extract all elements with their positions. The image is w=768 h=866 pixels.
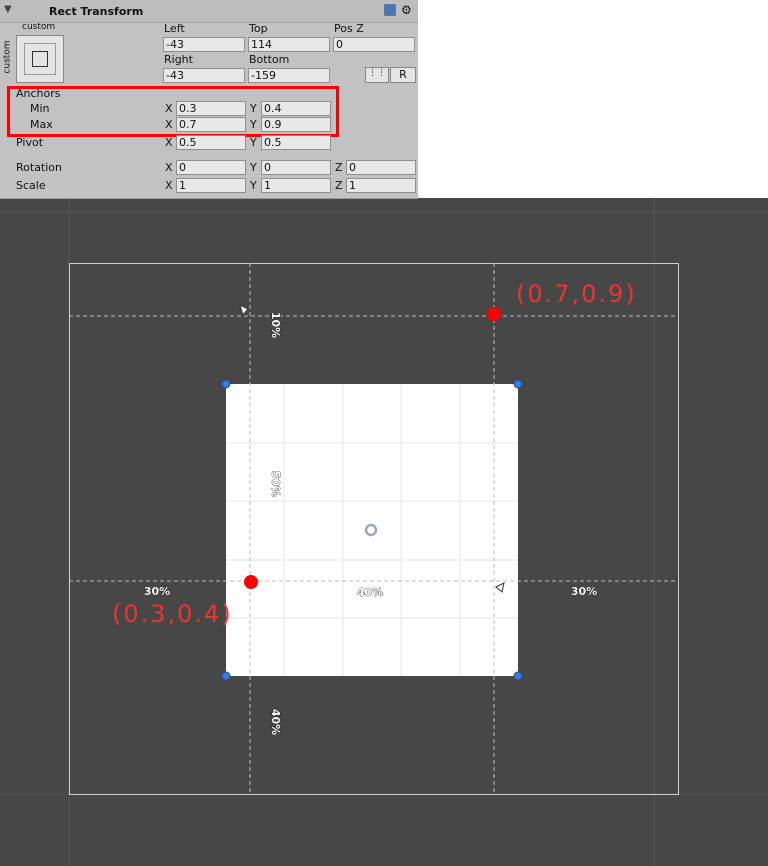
pivot-handle[interactable] xyxy=(364,523,378,537)
number-field[interactable]: 0 xyxy=(261,160,331,175)
field-header: Pos Z xyxy=(334,22,364,35)
row-label: Min xyxy=(30,102,50,115)
field-header: Top xyxy=(249,22,268,35)
raw-edit-button[interactable]: ⋮⋮ xyxy=(365,67,389,83)
field-header: Bottom xyxy=(249,53,290,66)
preset-label: custom xyxy=(22,22,56,32)
settings-icon[interactable]: ⚙ xyxy=(401,3,412,17)
percent-label: 40% xyxy=(269,709,282,735)
axis-label: X xyxy=(165,118,173,131)
axis-label: Y xyxy=(250,136,257,149)
component-header[interactable] xyxy=(0,0,418,23)
percent-label: 30% xyxy=(144,585,170,598)
foldout-arrow[interactable]: ▼ xyxy=(4,4,12,15)
anchor-max-label: (0.7,0.9) xyxy=(516,280,637,308)
preset-side-label: custom xyxy=(2,40,13,74)
number-field[interactable]: 0.3 xyxy=(176,101,246,116)
axis-label: Z xyxy=(335,179,343,192)
percent-labels: 10% 50% 40% 30% 40% 30% xyxy=(144,312,598,736)
number-field[interactable]: 0.7 xyxy=(176,117,246,132)
number-field[interactable]: 0 xyxy=(333,37,415,52)
percent-label: 30% xyxy=(571,585,597,598)
number-field[interactable]: 0.9 xyxy=(261,117,331,132)
number-field[interactable]: 1 xyxy=(176,178,246,193)
axis-label: Y xyxy=(250,179,257,192)
number-field[interactable]: 0 xyxy=(176,160,246,175)
percent-label: 40% xyxy=(357,586,383,599)
anchor-max-point xyxy=(487,307,501,321)
canvas-outline xyxy=(69,263,679,795)
axis-label: Y xyxy=(250,102,257,115)
number-field[interactable]: 0 xyxy=(346,160,416,175)
row-label: Max xyxy=(30,118,53,131)
axis-label: Y xyxy=(250,161,257,174)
inspector-panel: ▼ Rect Transform ⚙ custom custom ⋮⋮ R An… xyxy=(0,0,418,199)
field-header: Right xyxy=(164,53,193,66)
anchor-handle[interactable] xyxy=(239,304,249,317)
anchor-min-point xyxy=(244,575,258,589)
number-field[interactable]: 0.5 xyxy=(261,135,331,150)
anchor-lines xyxy=(69,263,678,794)
highlight-box xyxy=(7,86,339,137)
field-header: Left xyxy=(164,22,185,35)
axis-label: Z xyxy=(335,161,343,174)
rect-grid xyxy=(226,384,518,676)
number-field[interactable]: 1 xyxy=(346,178,416,193)
corner-handles[interactable] xyxy=(221,379,523,681)
number-field[interactable]: 0.4 xyxy=(261,101,331,116)
row-label: Pivot xyxy=(16,136,44,149)
axis-label: Y xyxy=(250,118,257,131)
percent-label: 10% xyxy=(269,312,282,338)
number-field[interactable]: -43 xyxy=(163,68,245,83)
anchor-preset-button[interactable] xyxy=(16,35,64,83)
component-title: Rect Transform xyxy=(49,5,144,18)
percent-label: 50% xyxy=(269,471,282,497)
row-label: Rotation xyxy=(16,161,63,174)
number-field[interactable]: 0.5 xyxy=(176,135,246,150)
anchor-handle[interactable] xyxy=(495,582,505,593)
anchor-min-label: (0.3,0.4) xyxy=(112,600,233,628)
number-field[interactable]: 1 xyxy=(261,178,331,193)
number-field[interactable]: -159 xyxy=(248,68,330,83)
axis-label: X xyxy=(165,179,173,192)
ui-rect[interactable] xyxy=(226,384,518,676)
axis-label: X xyxy=(165,161,173,174)
number-field[interactable]: -43 xyxy=(163,37,245,52)
help-icon[interactable] xyxy=(384,4,396,16)
number-field[interactable]: 114 xyxy=(248,37,330,52)
axis-label: X xyxy=(165,136,173,149)
reset-button[interactable]: R xyxy=(390,67,416,83)
anchors-label: Anchors xyxy=(16,87,61,100)
row-label: Scale xyxy=(16,179,46,192)
axis-label: X xyxy=(165,102,173,115)
